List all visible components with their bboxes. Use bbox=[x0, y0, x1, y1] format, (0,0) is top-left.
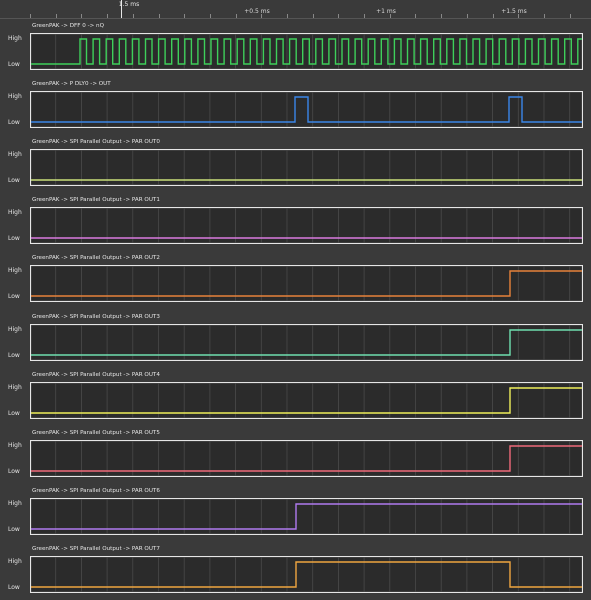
level-high-label: High bbox=[8, 151, 22, 159]
ruler-tick-label: +1 ms bbox=[376, 8, 396, 15]
waveform-plot[interactable] bbox=[30, 207, 583, 245]
ruler-minor-tick bbox=[338, 14, 339, 18]
channel-row[interactable]: GreenPAK -> SPI Parallel Output -> PAR O… bbox=[0, 251, 591, 309]
waveform-svg bbox=[30, 555, 583, 593]
waveform-svg bbox=[30, 323, 583, 361]
channel-row[interactable]: GreenPAK -> SPI Parallel Output -> PAR O… bbox=[0, 368, 591, 426]
signal-trace bbox=[31, 38, 582, 65]
channel-row[interactable]: GreenPAK -> SPI Parallel Output -> PAR O… bbox=[0, 310, 591, 368]
marker-time-label: 1.5 ms bbox=[118, 1, 140, 8]
ruler-minor-tick bbox=[415, 14, 416, 18]
level-low-label: Low bbox=[8, 235, 20, 243]
channel-name: GreenPAK -> SPI Parallel Output -> PAR O… bbox=[32, 139, 160, 146]
level-low-label: Low bbox=[8, 409, 20, 417]
ruler-minor-tick bbox=[570, 14, 571, 18]
waveform-svg bbox=[30, 381, 583, 419]
signal-trace bbox=[31, 561, 582, 588]
ruler-minor-tick bbox=[493, 14, 494, 18]
channel-name: GreenPAK -> SPI Parallel Output -> PAR O… bbox=[32, 255, 160, 262]
ruler-minor-tick bbox=[441, 14, 442, 18]
level-low-label: Low bbox=[8, 293, 20, 301]
waveform-plot[interactable] bbox=[30, 555, 583, 593]
channel-name: GreenPAK -> SPI Parallel Output -> PAR O… bbox=[32, 429, 160, 436]
signal-trace bbox=[31, 328, 582, 356]
channel-name: GreenPAK -> P DLY0 -> OUT bbox=[32, 81, 111, 88]
waveform-svg bbox=[30, 265, 583, 303]
channel-name: GreenPAK -> SPI Parallel Output -> PAR O… bbox=[32, 371, 160, 378]
level-low-label: Low bbox=[8, 351, 20, 359]
waveform-plot[interactable] bbox=[30, 149, 583, 187]
waveform-svg bbox=[30, 33, 583, 70]
channel-row[interactable]: GreenPAK -> SPI Parallel Output -> PAR O… bbox=[0, 484, 591, 542]
waveform-svg bbox=[30, 439, 583, 477]
ruler-minor-tick bbox=[159, 14, 160, 18]
channel-name: GreenPAK -> SPI Parallel Output -> PAR O… bbox=[32, 545, 160, 552]
waveform-plot[interactable] bbox=[30, 33, 583, 70]
time-ruler[interactable]: 1.5 ms +0.5 ms +1 ms +1.5 ms bbox=[0, 0, 591, 19]
signal-trace bbox=[31, 270, 582, 298]
waveform-svg bbox=[30, 207, 583, 245]
ruler-minor-tick bbox=[236, 14, 237, 18]
signal-trace bbox=[31, 444, 582, 472]
channel-row[interactable]: GreenPAK -> SPI Parallel Output -> PAR O… bbox=[0, 542, 591, 600]
channel-name: GreenPAK -> SPI Parallel Output -> PAR O… bbox=[32, 313, 160, 320]
channel-row[interactable]: GreenPAK -> P DLY0 -> OUT High Low bbox=[0, 77, 591, 135]
channel-row[interactable]: GreenPAK -> SPI Parallel Output -> PAR O… bbox=[0, 426, 591, 484]
channel-row[interactable]: GreenPAK -> SPI Parallel Output -> PAR O… bbox=[0, 193, 591, 251]
level-high-label: High bbox=[8, 325, 22, 333]
waveform-plot[interactable] bbox=[30, 323, 583, 361]
ruler-tick-label: +1.5 ms bbox=[501, 8, 527, 15]
channel-name: GreenPAK -> SPI Parallel Output -> PAR O… bbox=[32, 487, 160, 494]
ruler-minor-tick bbox=[81, 14, 82, 18]
level-high-label: High bbox=[8, 499, 22, 507]
level-low-label: Low bbox=[8, 119, 20, 127]
ruler-minor-tick bbox=[107, 14, 108, 18]
level-high-label: High bbox=[8, 209, 22, 217]
level-high-label: High bbox=[8, 267, 22, 275]
ruler-minor-tick bbox=[287, 14, 288, 18]
level-low-label: Low bbox=[8, 467, 20, 475]
ruler-minor-tick bbox=[261, 14, 262, 18]
level-high-label: High bbox=[8, 557, 22, 565]
ruler-minor-tick bbox=[390, 14, 391, 18]
waveform-svg bbox=[30, 149, 583, 187]
waveform-plot[interactable] bbox=[30, 265, 583, 303]
level-high-label: High bbox=[8, 93, 22, 101]
level-low-label: Low bbox=[8, 61, 20, 68]
ruler-minor-tick bbox=[364, 14, 365, 18]
level-high-label: High bbox=[8, 441, 22, 449]
channel-name: GreenPAK -> SPI Parallel Output -> PAR O… bbox=[32, 197, 160, 204]
waveform-plot[interactable] bbox=[30, 381, 583, 419]
level-low-label: Low bbox=[8, 583, 20, 591]
level-high-label: High bbox=[8, 35, 22, 42]
ruler-minor-tick bbox=[184, 14, 185, 18]
waveform-svg bbox=[30, 497, 583, 535]
ruler-minor-tick bbox=[313, 14, 314, 18]
waveform-plot[interactable] bbox=[30, 439, 583, 477]
waveform-plot[interactable] bbox=[30, 497, 583, 535]
ruler-minor-tick bbox=[467, 14, 468, 18]
signal-trace bbox=[31, 96, 582, 123]
channel-name: GreenPAK -> DFF 0 -> nQ bbox=[32, 23, 104, 29]
ruler-minor-tick bbox=[133, 14, 134, 18]
waveform-svg bbox=[30, 91, 583, 129]
ruler-minor-tick bbox=[210, 14, 211, 18]
ruler-minor-tick bbox=[30, 14, 31, 18]
channel-row[interactable]: GreenPAK -> SPI Parallel Output -> PAR O… bbox=[0, 135, 591, 193]
ruler-minor-tick bbox=[544, 14, 545, 18]
ruler-minor-tick bbox=[518, 14, 519, 18]
signal-trace bbox=[31, 386, 582, 414]
ruler-minor-tick bbox=[56, 14, 57, 18]
level-low-label: Low bbox=[8, 525, 20, 533]
signal-trace bbox=[31, 503, 582, 530]
level-high-label: High bbox=[8, 383, 22, 391]
ruler-tick-label: +0.5 ms bbox=[244, 8, 270, 15]
level-low-label: Low bbox=[8, 177, 20, 185]
channel-row[interactable]: GreenPAK -> DFF 0 -> nQ High Low bbox=[0, 19, 591, 77]
time-marker[interactable] bbox=[121, 0, 122, 18]
waveform-plot[interactable] bbox=[30, 91, 583, 129]
